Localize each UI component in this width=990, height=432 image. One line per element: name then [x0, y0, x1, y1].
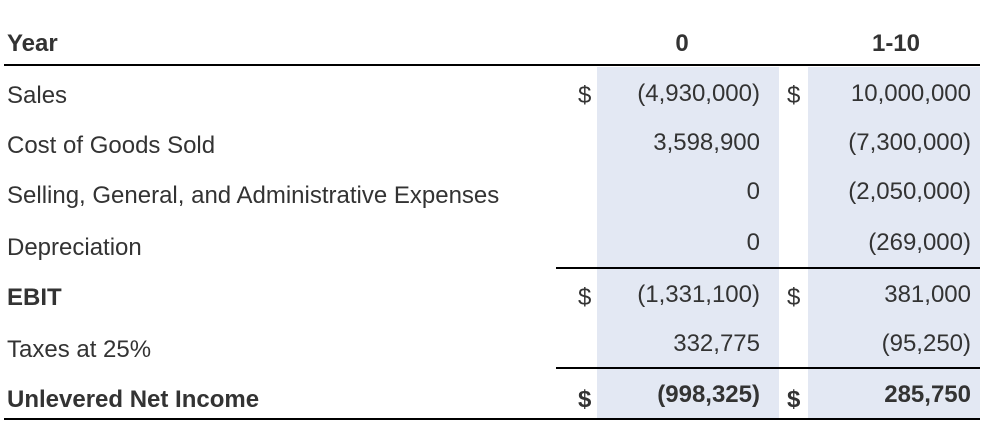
row-currency-0: $ — [578, 386, 592, 413]
row-value-1: (269,000) — [868, 229, 971, 256]
row-value-0: 332,775 — [673, 330, 760, 357]
header-row-label: Year — [7, 30, 58, 57]
row-value-0: (998,325) — [657, 381, 760, 408]
year-1-10-column-shading — [808, 67, 980, 420]
row-currency-0: $ — [578, 284, 592, 311]
row-label-cogs: Cost of Goods Sold — [7, 132, 216, 159]
subtotal-rule-ebit — [556, 267, 980, 269]
row-currency-0: $ — [578, 82, 592, 109]
header-year-0: 0 — [675, 30, 689, 57]
row-label-ebit: EBIT — [7, 284, 62, 311]
row-value-1: 285,750 — [884, 381, 971, 408]
row-currency-1: $ — [787, 386, 801, 413]
row-value-1: (7,300,000) — [848, 129, 971, 156]
header-rule — [4, 64, 980, 66]
row-value-0: 3,598,900 — [653, 129, 760, 156]
row-currency-1: $ — [787, 82, 801, 109]
row-value-1: (95,250) — [881, 330, 971, 357]
row-value-0: (4,930,000) — [637, 80, 760, 107]
year-0-column-shading — [597, 67, 779, 420]
row-value-1: (2,050,000) — [848, 178, 971, 205]
row-value-0: 0 — [746, 178, 760, 205]
row-value-0: 0 — [746, 229, 760, 256]
row-label-sga: Selling, General, and Administrative Exp… — [7, 182, 500, 209]
row-label-unlevered-net-income: Unlevered Net Income — [7, 386, 260, 413]
row-currency-1: $ — [787, 284, 801, 311]
bottom-rule — [4, 418, 980, 420]
subtotal-rule-net-income — [556, 367, 980, 369]
row-label-sales: Sales — [7, 82, 68, 109]
header-year-1-10: 1-10 — [871, 30, 921, 57]
row-label-taxes: Taxes at 25% — [7, 336, 152, 363]
row-value-0: (1,331,100) — [637, 281, 760, 308]
row-value-1: 10,000,000 — [850, 80, 971, 107]
row-label-depreciation: Depreciation — [7, 234, 142, 261]
row-value-1: 381,000 — [884, 281, 971, 308]
